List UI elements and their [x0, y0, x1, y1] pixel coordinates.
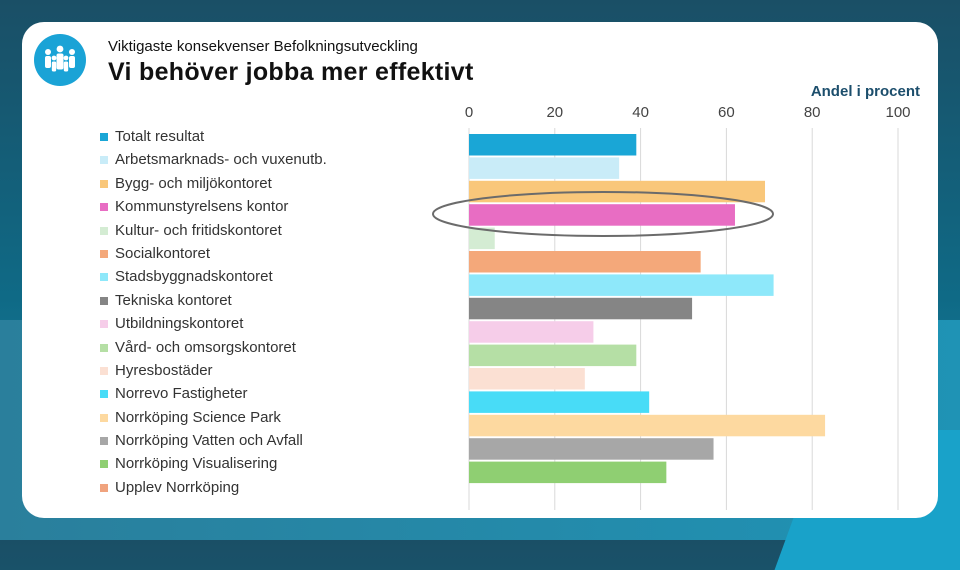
x-tick-label: 100 [885, 104, 910, 121]
legend-label: Kultur- och fritidskontoret [115, 221, 282, 239]
chart-legend: Totalt resultat Arbetsmarknads- och vuxen… [100, 128, 327, 502]
x-tick-label: 0 [465, 104, 473, 121]
legend-item: Kultur- och fritidskontoret [100, 222, 327, 245]
legend-item: Stadsbyggnadskontoret [100, 268, 327, 291]
legend-swatch [100, 437, 108, 446]
legend-item: Vård- och omsorgskontoret [100, 339, 327, 362]
legend-item: Tekniska kontoret [100, 292, 327, 315]
legend-swatch [100, 366, 108, 375]
x-tick-label: 60 [718, 104, 735, 121]
legend-label: Vård- och omsorgskontoret [115, 338, 296, 356]
legend-label: Norrköping Vatten och Avfall [115, 432, 303, 450]
bar [469, 134, 637, 156]
highlight-ellipse [432, 190, 774, 237]
legend-label: Kommunstyrelsens kontor [115, 198, 289, 216]
legend-label: Tekniska kontoret [115, 291, 232, 309]
legend-swatch [100, 179, 108, 188]
legend-item: Hyresbostäder [100, 362, 327, 385]
legend-swatch [100, 483, 108, 492]
bar [469, 344, 637, 367]
bar-chart: 0 20 40 60 80 100 [432, 104, 911, 510]
bar [469, 414, 826, 437]
x-axis-title: Andel i procent [810, 83, 920, 100]
legend-swatch [100, 226, 108, 235]
legend-swatch [100, 273, 108, 282]
legend-swatch [100, 320, 108, 329]
legend-label: Norrevo Fastigheter [115, 385, 248, 403]
legend-item: Socialkontoret [100, 245, 327, 268]
legend-swatch [100, 133, 108, 141]
bar [469, 321, 594, 343]
bar [469, 297, 693, 320]
legend-swatch [100, 156, 108, 165]
slide-supertitle: Viktigaste konsekvenser Befolkningsutvec… [108, 38, 418, 55]
bar [469, 461, 667, 484]
bar [469, 368, 585, 390]
legend-item: Norrevo Fastigheter [100, 385, 327, 408]
bar [469, 227, 495, 250]
legend-item: Kommunstyrelsens kontor [100, 198, 327, 221]
legend-item: Bygg- och miljökontoret [100, 175, 327, 198]
legend-item: Arbetsmarknads- och vuxenutb. [100, 151, 327, 174]
bar [469, 391, 650, 413]
legend-item: Totalt resultat [100, 128, 327, 151]
legend-label: Totalt resultat [115, 128, 205, 145]
people-group-icon [34, 34, 86, 86]
slide-title: Vi behöver jobba mer effektivt [108, 58, 474, 86]
legend-label: Stadsbyggnadskontoret [115, 268, 273, 286]
legend-label: Upplev Norrköping [115, 478, 240, 496]
legend-item: Upplev Norrköping [100, 479, 327, 502]
legend-swatch [100, 460, 108, 469]
bar [469, 204, 735, 226]
bar [469, 251, 701, 273]
legend-label: Norrköping Visualisering [115, 455, 278, 473]
legend-item: Norrköping Visualisering [100, 455, 327, 478]
bar [469, 438, 714, 460]
legend-label: Bygg- och miljökontoret [115, 174, 272, 192]
bar [469, 157, 620, 179]
x-tick-label: 40 [632, 104, 649, 121]
legend-item: Norrköping Vatten och Avfall [100, 432, 327, 455]
legend-swatch [100, 413, 108, 422]
legend-swatch [100, 343, 108, 352]
legend-swatch [100, 390, 108, 399]
legend-swatch [100, 249, 108, 258]
x-tick-label: 20 [546, 104, 563, 121]
legend-item: Utbildningskontoret [100, 315, 327, 338]
legend-label: Arbetsmarknads- och vuxenutb. [115, 151, 327, 169]
legend-label: Utbildningskontoret [115, 315, 244, 333]
legend-swatch [100, 203, 108, 212]
bar [469, 274, 774, 296]
x-tick-label: 80 [804, 104, 821, 121]
legend-label: Norrköping Science Park [115, 408, 281, 426]
legend-item: Norrköping Science Park [100, 409, 327, 432]
legend-label: Hyresbostäder [115, 361, 213, 379]
legend-label: Socialkontoret [115, 244, 211, 262]
legend-swatch [100, 296, 108, 305]
